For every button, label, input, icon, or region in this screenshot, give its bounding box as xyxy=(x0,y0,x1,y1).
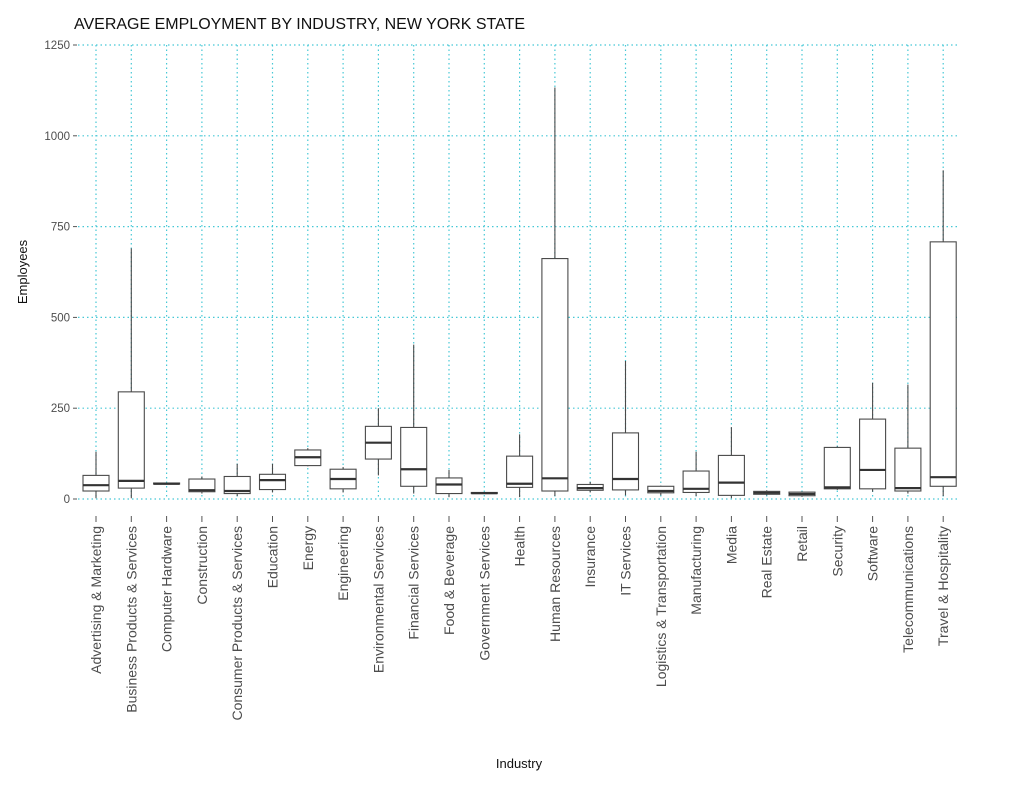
iqr-box xyxy=(894,447,922,492)
y-axis: 0 250 500 750 1000 1250 xyxy=(44,40,77,506)
box-12 xyxy=(470,491,498,495)
y-tick-label: 0 xyxy=(64,494,70,506)
x-tick-label: IT Services xyxy=(618,526,634,596)
box-23 xyxy=(859,382,887,492)
iqr-box xyxy=(82,474,110,492)
x-tick-label: Environmental Services xyxy=(370,526,386,673)
x-tick-label: Human Resources xyxy=(547,526,563,642)
chart-title: AVERAGE EMPLOYMENT BY INDUSTRY, NEW YORK… xyxy=(74,16,525,33)
box-2 xyxy=(117,248,145,499)
box-14 xyxy=(541,87,569,497)
iqr-box xyxy=(435,477,463,495)
x-tick-label: Computer Hardware xyxy=(159,526,175,652)
iqr-box xyxy=(223,475,251,495)
iqr-box xyxy=(647,485,675,494)
y-tick-label: 750 xyxy=(51,222,70,234)
iqr-box xyxy=(188,478,216,493)
box-layer xyxy=(82,87,957,499)
box-5 xyxy=(223,463,251,497)
box-18 xyxy=(682,451,710,497)
iqr-box xyxy=(258,473,287,491)
box-9 xyxy=(364,408,392,476)
x-tick-label: Engineering xyxy=(335,526,351,601)
iqr-box xyxy=(717,454,745,496)
iqr-box xyxy=(400,426,428,487)
x-tick-label: Real Estate xyxy=(759,526,775,599)
box-6 xyxy=(258,463,287,493)
y-tick-label: 1000 xyxy=(44,131,70,143)
y-tick-label: 500 xyxy=(51,312,70,324)
box-10 xyxy=(400,344,428,494)
x-tick-label: Insurance xyxy=(582,526,598,588)
x-tick-label: Energy xyxy=(300,526,316,570)
x-tick-label: Media xyxy=(723,526,739,564)
x-tick-label: Consumer Products & Services xyxy=(229,526,245,721)
box-13 xyxy=(506,434,534,498)
x-tick-label: Food & Beverage xyxy=(441,526,457,635)
x-axis-title: Industry xyxy=(496,756,543,771)
y-axis-title: Employees xyxy=(15,239,30,304)
x-tick-label: Government Services xyxy=(476,526,492,661)
iqr-box xyxy=(859,418,887,490)
x-tick-label: Logistics & Transportation xyxy=(653,526,669,687)
x-tick-label: Advertising & Marketing xyxy=(88,526,104,674)
box-25 xyxy=(929,170,957,497)
box-4 xyxy=(188,476,216,494)
x-tick-label: Telecommunications xyxy=(900,526,916,653)
box-1 xyxy=(82,451,110,499)
x-tick-label: Manufacturing xyxy=(688,526,704,615)
iqr-box xyxy=(541,258,569,492)
iqr-box xyxy=(823,446,851,490)
iqr-box xyxy=(506,455,534,488)
x-tick-label: Software xyxy=(865,526,881,581)
y-tick-label: 250 xyxy=(51,403,70,415)
x-tick-label: Construction xyxy=(194,526,210,605)
iqr-box xyxy=(682,470,710,494)
box-19 xyxy=(717,427,745,499)
box-11 xyxy=(435,469,463,498)
box-7 xyxy=(294,448,322,467)
grid-layer xyxy=(78,44,960,500)
box-8 xyxy=(329,467,357,493)
y-tick-label: 1250 xyxy=(44,40,70,52)
box-21 xyxy=(788,491,816,497)
x-tick-label: Education xyxy=(265,526,281,588)
iqr-box xyxy=(117,391,145,489)
x-tick-label: Business Products & Services xyxy=(123,526,139,713)
iqr-box xyxy=(929,241,957,487)
box-15 xyxy=(576,481,604,493)
iqr-box xyxy=(611,432,640,491)
x-tick-label: Health xyxy=(512,526,528,566)
box-17 xyxy=(647,485,675,496)
box-22 xyxy=(823,446,851,490)
box-20 xyxy=(753,490,781,496)
box-16 xyxy=(611,360,640,496)
x-axis: Advertising & Marketing Business Products… xyxy=(88,516,951,721)
x-tick-label: Security xyxy=(829,526,845,577)
x-tick-label: Financial Services xyxy=(406,526,422,640)
box-24 xyxy=(894,384,922,494)
x-tick-label: Retail xyxy=(794,526,810,562)
x-tick-label: Travel & Hospitality xyxy=(935,526,951,646)
box-3 xyxy=(153,482,181,485)
